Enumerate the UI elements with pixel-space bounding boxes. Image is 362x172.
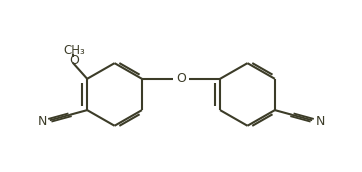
Text: N: N [315,115,325,128]
Text: O: O [69,54,79,67]
Text: CH₃: CH₃ [63,44,85,57]
Text: N: N [37,115,47,128]
Text: O: O [176,72,186,85]
